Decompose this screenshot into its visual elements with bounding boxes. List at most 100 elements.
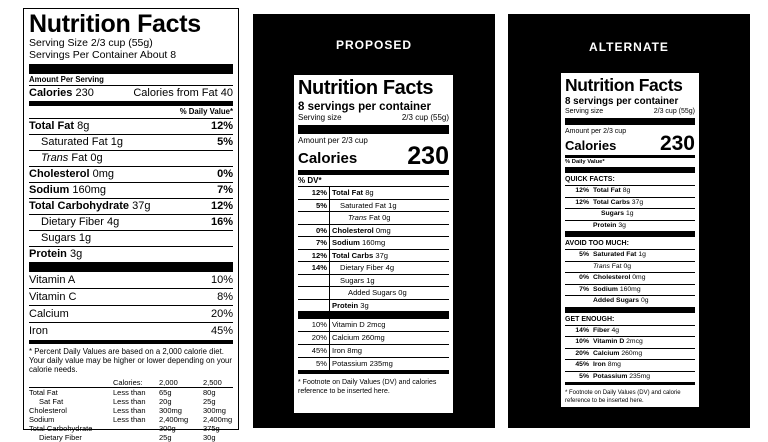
proposed-amount-per: Amount per 2/3 cup [298, 136, 368, 145]
thick-divider [29, 64, 233, 74]
proposed-rows-7-name: Sugars [340, 275, 365, 285]
get-enough-row-calcium: Calcium 260mg [591, 347, 695, 360]
nutrient-row-dietary-fiber: Dietary Fiber 4g [330, 261, 449, 274]
proposed-rows-1-name: Saturated Fat [340, 200, 387, 210]
nutrient-row-sugars: Sugars 1g [29, 230, 233, 246]
proposed-calories-row: Calories 230 [298, 142, 449, 170]
current-nutrients-2-amount: Fat 0g [71, 152, 103, 164]
alternate-servings: 8 servings per container [565, 96, 679, 107]
proposed-rows-6-amount: 4g [385, 263, 395, 272]
current-nutrients-3-name: Cholesterol [29, 168, 90, 180]
dv-table-row: Total Carbohydrate 300g 375g [29, 424, 233, 433]
proposed-serving_size_label: Serving size [298, 113, 342, 122]
amount-per-serving: Amount Per Serving [29, 75, 104, 84]
quick-fact-total-carbs: Total Carbs 37g [591, 196, 695, 209]
current-nutrients-3-pct: 0% [217, 168, 233, 180]
proposed-rows-0-pct: 12% [298, 186, 330, 199]
current-servings-per-container: Servings Per Container About 8 [29, 49, 177, 61]
alternate-get_enough-4-name: Potassium [593, 372, 628, 380]
proposed-vitamins-1-pct: 20% [298, 331, 330, 344]
current-dv_table-header-2: 2,000 [159, 378, 178, 387]
calories-row: Calories 230 Calories from Fat 40 [29, 85, 233, 100]
proposed-footnote: * Footnote on Daily Values (DV) and calo… [298, 379, 437, 395]
vitamin-row-potassium: Potassium 235mg [330, 357, 449, 370]
quick-fact-total-fat: Total Fat 8g [591, 185, 695, 197]
proposed-rows-2-amount: Fat 0g [368, 213, 391, 222]
alternate-quick_facts-2-amount: 1g [625, 210, 634, 217]
alternate-dv-header: % Daily Value* [565, 159, 605, 165]
get-enough-heading: GET ENOUGH: [565, 315, 615, 323]
current-dv_table-rows-2-1: Less than [113, 406, 146, 415]
alternate-get_enough-4-pct: 5% [565, 370, 591, 383]
current-vitamins-1-pct: 8% [217, 291, 233, 303]
proposed-nutrition-label: Nutrition Facts 8 servings per container… [293, 74, 454, 414]
vitamin-row-d: Vitamin D 2mcg [330, 319, 449, 331]
dv-table-row: Total Fat Less than 65g 80g [29, 388, 233, 397]
current-nutrients-6-pct: 16% [210, 216, 233, 228]
current-dv_table-rows-0-1: Less than [113, 388, 146, 397]
current-footnote: * Percent Daily Values are based on a 2,… [29, 347, 232, 374]
current-nutrients-5-amount: 37g [132, 200, 151, 212]
proposed-rows-3-amount: 0mg [375, 225, 391, 235]
current-dv_table-rows-4-0: Total Carbohydrate [29, 424, 93, 433]
alternate-avoid-0-pct: 5% [565, 249, 591, 261]
avoid-table: 5% Saturated Fat 1g Trans Fat 0g 0% Choles… [565, 249, 695, 307]
proposed-rows-3-name: Cholesterol [332, 225, 374, 235]
nutrient-row-sodium: Sodium 160mg [330, 236, 449, 249]
current-nutrients-0-pct: 12% [210, 120, 233, 132]
proposed-vitamins-3-name: Potassium [332, 359, 368, 368]
nutrient-row-total-fat: Total Fat 8g 12% [29, 118, 233, 134]
current-vitamins-0-name: Vitamin A [29, 274, 76, 286]
alternate-avoid-1-pct [565, 260, 591, 273]
proposed-rows-5-name: Total Carbs [332, 250, 374, 260]
get-enough-row-vitamin-d: Vitamin D 2mcg [591, 336, 695, 348]
current-dv_table-rows-1-0: Sat Fat [39, 397, 64, 406]
alternate-serving_size_value: 2/3 cup (55g) [653, 108, 695, 115]
alternate-quick_facts-1-name: Total Carbs [593, 198, 630, 206]
daily-value-header: % Daily Value* [179, 107, 233, 116]
nutrient-row-protein: Protein 3g [330, 298, 449, 312]
calories-label: Calories [298, 150, 358, 167]
current-dv_table-rows-1-1: Less than [113, 397, 146, 406]
alternate-get_enough-2-amount: 260mg [621, 349, 643, 357]
proposed-rows-0-amount: 8g [365, 188, 374, 197]
current-dv_table-header-3: 2,500 [203, 378, 222, 387]
nutrient-row-total-carbohydrate: Total Carbohydrate 37g 12% [29, 198, 233, 214]
proposed-vitamins-2-amount: 8mg [347, 346, 362, 355]
quick-facts-table: 12% Total Fat 8g 12% Total Carbs 37g Sugar… [565, 185, 695, 231]
proposed-rows-2-name: Trans [348, 213, 367, 222]
current-dv_table-rows-4-1 [113, 424, 159, 433]
avoid-row-cholesterol: Cholesterol 0mg [591, 272, 695, 284]
avoid-row-added-sugars: Added Sugars 0g [591, 295, 695, 307]
alternate-footnote: * Footnote on Daily Values (DV) and calo… [565, 390, 681, 404]
proposed-servings: 8 servings per container [298, 101, 431, 113]
alternate-get_enough-0-name: Fiber [593, 326, 610, 334]
proposed-nutrient-table: 12% Total Fat 8g 5% Saturated Fat 1g Trans… [298, 186, 449, 311]
current-dv_table-rows-5-2: 25g [159, 433, 172, 442]
alternate-avoid-4-amount: 0g [640, 297, 649, 304]
current-dv_table-header-1: Calories: [113, 378, 143, 387]
proposed-rows-3-pct: 0% [298, 223, 330, 236]
alternate-quick_facts-1-pct: 12% [565, 196, 591, 209]
current-dv_table-rows-0-2: 65g [159, 388, 172, 397]
current-dv_table-rows-2-3: 300mg [203, 406, 226, 415]
nutrient-row-cholesterol: Cholesterol 0mg [330, 223, 449, 237]
current-nutrients-8-amount: 3g [69, 248, 83, 260]
proposed-vitamins-1-amount: 260mg [361, 333, 385, 342]
calories-value: 230 [407, 142, 449, 170]
alternate-avoid-0-name: Saturated Fat [593, 251, 637, 258]
dv-table-row: Dietary Fiber 25g 30g [29, 433, 233, 442]
vitamin-row-iron: Iron 8mg [330, 344, 449, 357]
alternate-avoid-4-name: Added Sugars [593, 297, 640, 304]
nutrient-row-trans-fat: Trans Fat 0g [29, 150, 233, 166]
dv-table-row: Sat Fat Less than 20g 25g [29, 397, 233, 406]
avoid-row-trans-fat: Trans Fat 0g [591, 260, 695, 273]
current-dv_table-rows-5-0: Dietary Fiber [39, 433, 82, 442]
proposed-rows-4-pct: 7% [298, 236, 330, 249]
current-dv_table-rows-4-2: 300g [159, 424, 176, 433]
alternate-serving_size_label: Serving size [565, 108, 604, 115]
alternate-avoid-3-pct: 7% [565, 283, 591, 296]
proposed-rows-6-name: Dietary Fiber [340, 263, 384, 272]
proposed-vitamins-1-name: Calcium [332, 333, 360, 342]
current-dv_table-rows-0-0: Total Fat [29, 388, 58, 397]
